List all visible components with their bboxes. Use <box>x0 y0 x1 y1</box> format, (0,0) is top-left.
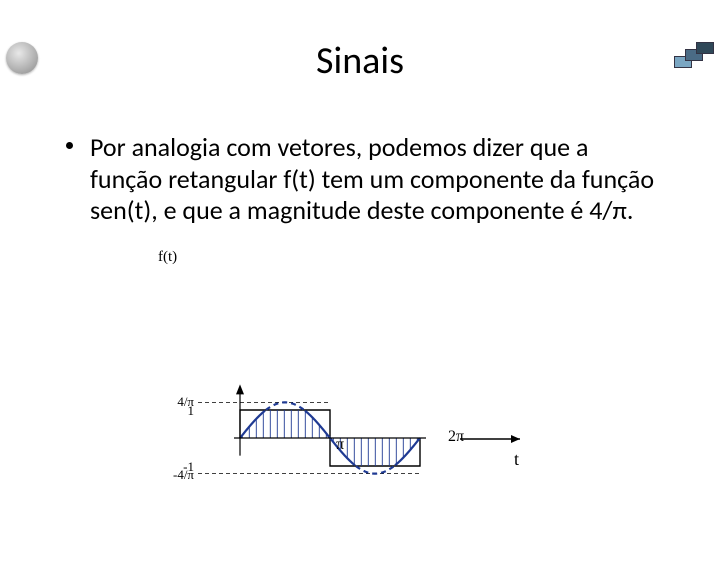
t-axis-label: t <box>514 449 519 470</box>
chart-svg <box>150 338 610 558</box>
bullet-icon <box>66 142 73 149</box>
xtick-2pi: 2π <box>448 428 464 446</box>
ytick-1: 1 <box>154 403 194 419</box>
bullet-text: Por analogia com vetores, podemos dizer … <box>90 131 654 226</box>
slide-title: Sinais <box>0 38 720 84</box>
xtick-pi: π <box>336 436 344 454</box>
signal-chart: 4/π 1 -1 -4/π π 2π t <box>150 338 570 558</box>
logo-right-icon <box>674 42 714 68</box>
ytick-n4pi: -4/π <box>154 467 194 483</box>
logo-left-icon <box>6 42 38 74</box>
ft-label: f(t) <box>158 248 177 266</box>
slide-body: Por analogia com vetores, podemos dizer … <box>90 132 658 227</box>
